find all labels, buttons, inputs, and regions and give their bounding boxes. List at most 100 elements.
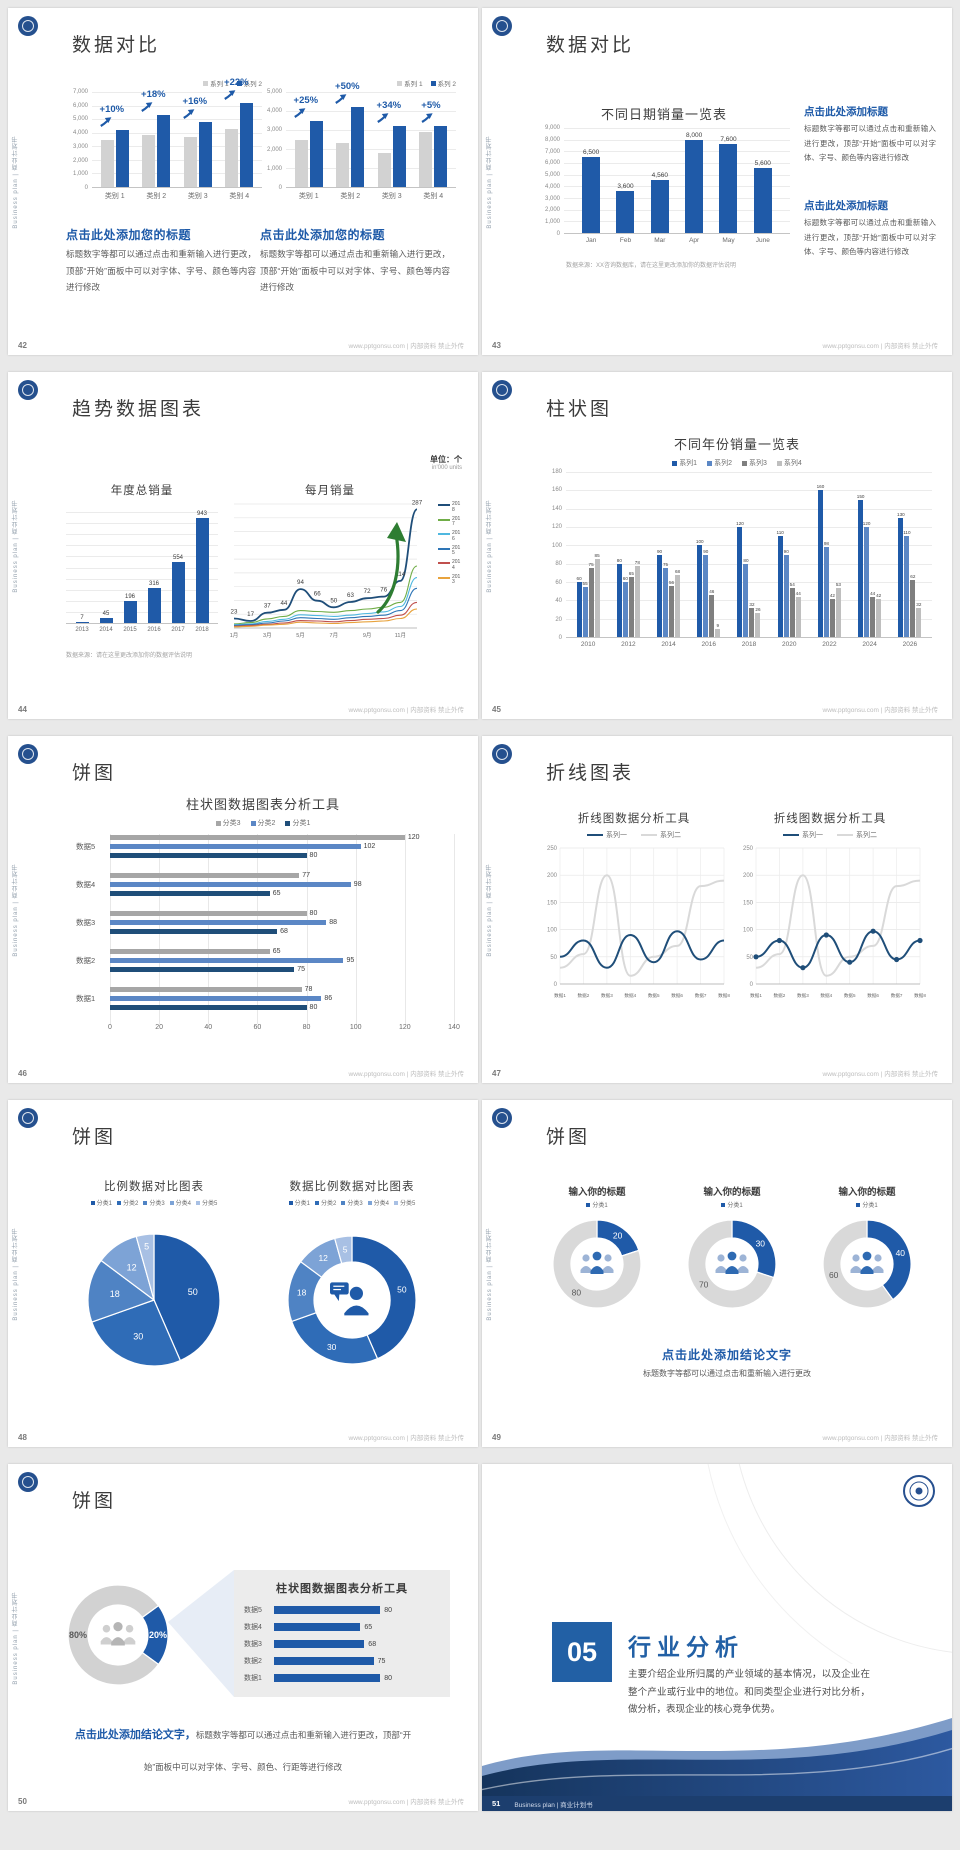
s45-grouped-column-chart: 180 160 140 120 100 80 60 40 20 0 60 55 75 85 80 60 65 78… [544, 469, 932, 648]
svg-text:数据2: 数据2 [774, 992, 786, 999]
svg-text:数据3: 数据3 [797, 992, 809, 999]
block-title: 点击此处添加标题 [804, 106, 888, 118]
svg-text:250: 250 [547, 846, 558, 852]
svg-text:20: 20 [613, 1231, 623, 1241]
s46-horizontal-bar-chart: 数据5 数据4 数据3 数据2 数据1 120 102 80 77 98 65 80 88 68 65 95 7… [76, 834, 460, 1031]
unit-cn: 单位：个 [430, 455, 462, 464]
data-source-note: 数据来源：请在这里更改添加你的数据评估说明 [66, 653, 193, 659]
slide-title: 数据对比 [72, 35, 161, 56]
svg-text:数据4: 数据4 [624, 992, 636, 999]
svg-text:5月: 5月 [296, 632, 305, 639]
svg-text:5: 5 [144, 1241, 149, 1251]
svg-text:20%: 20% [149, 1630, 167, 1640]
svg-text:40: 40 [896, 1248, 906, 1258]
svg-text:76: 76 [380, 587, 387, 594]
svg-text:数据2: 数据2 [578, 992, 590, 999]
chart-title: 每月销量 [305, 485, 355, 497]
s47-line-chart-left: 250 200 150 100 50 0 数据1 数据2 数据3 数据4 数据5 数据6 数据7 数据8 [540, 842, 730, 1005]
brand-logo-icon [492, 380, 512, 400]
slide-title: 数据对比 [546, 35, 635, 56]
svg-text:数据3: 数据3 [601, 992, 613, 999]
s47-legend-left: 系列一 系列二 [538, 830, 730, 840]
school-badge-icon [903, 1475, 935, 1507]
svg-text:72: 72 [364, 588, 371, 595]
svg-text:200: 200 [743, 873, 754, 879]
svg-text:100: 100 [547, 928, 558, 934]
chart-title: 输入你的标题 [703, 1187, 761, 1198]
slide-43[interactable]: Business plan | 商业计划书 数据对比 不同日期销量一览表 9,0… [482, 8, 952, 355]
s50-donut-chart: 20% 80% [58, 1575, 178, 1700]
slide-44[interactable]: Business plan | 商业计划书 趋势数据图表 单位：个 in'000… [8, 372, 478, 719]
svg-text:0: 0 [554, 982, 558, 988]
svg-text:200: 200 [547, 873, 558, 879]
slide-42[interactable]: Business plan | 商业计划书 数据对比 系列 1 系列 2 7,000… [8, 8, 478, 355]
footer-url: www.pptgonsu.com | 内部资料 禁止外传 [822, 1071, 938, 1078]
page-number: 46 [18, 1069, 27, 1078]
svg-text:0: 0 [750, 982, 754, 988]
svg-text:50: 50 [330, 597, 337, 604]
slide-title: 折线图表 [546, 763, 635, 784]
s49-donut-2: 30 70 [672, 1212, 792, 1321]
sidebar-vertical-text: Business plan | 商业计划书 [487, 498, 493, 593]
footer-url: www.pptgonsu.com | 内部资料 禁止外传 [348, 1435, 464, 1442]
footer-url: www.pptgonsu.com | 内部资料 禁止外传 [348, 343, 464, 350]
donut-legend: 分类1 [807, 1200, 927, 1209]
svg-text:287: 287 [412, 499, 423, 506]
svg-text:17: 17 [247, 611, 254, 618]
svg-text:7月: 7月 [330, 632, 339, 639]
conclusion-body: 标题数字等都可以通过点击和重新输入进行更改，顶部“开始”面板中可以对字体、字号、… [143, 1730, 412, 1772]
svg-text:数据7: 数据7 [695, 992, 707, 999]
s42-left-column-chart: 系列 1 系列 2 7,000 6,000 5,000 4,000 3,000 2,000 1,… [72, 76, 262, 200]
svg-text:9月: 9月 [363, 632, 372, 639]
sidebar-vertical-text: Business plan | 商业计划书 [13, 498, 19, 593]
svg-text:11月: 11月 [395, 632, 406, 639]
slide-48[interactable]: Business plan | 商业计划书 饼图 比例数据对比图表 分类1 分类2… [8, 1100, 478, 1447]
page-number: 51 [492, 1799, 501, 1808]
slide-50[interactable]: Business plan | 商业计划书 饼图 20% 80% 柱状图数据图表分… [8, 1464, 478, 1811]
brand-logo-icon [18, 1108, 38, 1128]
page-number: 49 [492, 1433, 501, 1442]
svg-text:50: 50 [188, 1287, 198, 1297]
svg-text:80: 80 [572, 1287, 582, 1297]
slide-47[interactable]: Business plan | 商业计划书 折线图表 折线图数据分析工具 系列一… [482, 736, 952, 1083]
section-body: 主要介绍企业所归属的产业领域的基本情况，以及企业在整个产业或行业中的地位。和同类… [628, 1669, 870, 1716]
footer-url: www.pptgonsu.com | 内部资料 禁止外传 [348, 707, 464, 714]
block-body: 标题数字等都可以通过点击和重新输入进行更改，顶部“开始”面板中可以对字体、字号、… [260, 249, 450, 293]
s48-pie-legend: 分类1 分类2 分类3 分类4 分类5 [54, 1198, 254, 1207]
slide-51[interactable]: 05 行业分析 主要介绍企业所归属的产业领域的基本情况，以及企业在整个产业或行业… [482, 1464, 952, 1811]
s49-donut-1: 20 80 [537, 1212, 657, 1321]
chart-title: 输入你的标题 [838, 1187, 896, 1198]
s47-legend-right: 系列一 系列二 [734, 830, 926, 840]
svg-text:18: 18 [297, 1287, 307, 1297]
s49-donut-3: 40 60 [807, 1212, 927, 1321]
page-number: 50 [18, 1797, 27, 1806]
slide-title: 饼图 [72, 1127, 117, 1148]
sidebar-vertical-text: Business plan | 商业计划书 [13, 1226, 19, 1321]
conclusion: 点击此处添加结论文字，标题数字等都可以通过点击和重新输入进行更改，顶部“开始”面… [68, 1718, 418, 1782]
conclusion-title: 点击此处添加结论文字 [661, 1348, 792, 1362]
block-body: 标题数字等都可以通过点击和重新输入进行更改，顶部“开始”面板中可以对字体、字号、… [804, 124, 936, 163]
slide-46[interactable]: Business plan | 商业计划书 饼图 柱状图数据图表分析工具 分类3… [8, 736, 478, 1083]
svg-text:数据7: 数据7 [891, 992, 903, 999]
s48-donut-chart: 50 30 18 12 5 [252, 1208, 452, 1385]
s44-monthly-line-chart: 23 17 37 44 94 66 50 63 72 76 114 287 1月 3月 5月 7月 9月 11月 [228, 494, 433, 645]
s47-line-chart-right: 250 200 150 100 50 0 数据1 数据2 数据3 数据4 数据5 数据6 数据7 数据8 [736, 842, 926, 1005]
slide-49[interactable]: Business plan | 商业计划书 饼图 输入你的标题 分类1 20 80… [482, 1100, 952, 1447]
chart-title: 年度总销量 [110, 485, 174, 497]
sidebar-vertical-text: Business plan | 商业计划书 [487, 1226, 493, 1321]
slide-45[interactable]: Business plan | 商业计划书 柱状图 不同年份销量一览表 系列1 系… [482, 372, 952, 719]
svg-text:数据6: 数据6 [867, 992, 879, 999]
svg-text:3月: 3月 [263, 632, 272, 639]
slide-title: 柱状图 [546, 399, 613, 420]
donut-legend: 分类1 [537, 1200, 657, 1209]
svg-text:数据8: 数据8 [718, 992, 730, 999]
brand-logo-icon [492, 744, 512, 764]
svg-text:37: 37 [264, 603, 271, 610]
svg-text:23: 23 [231, 609, 238, 616]
brand-logo-icon [492, 1108, 512, 1128]
svg-text:数据6: 数据6 [671, 992, 683, 999]
blue-swoosh [482, 1718, 952, 1796]
chart-title: 输入你的标题 [568, 1187, 626, 1198]
svg-text:1月: 1月 [230, 632, 239, 639]
chart-title: 不同日期销量一览表 [600, 107, 727, 122]
